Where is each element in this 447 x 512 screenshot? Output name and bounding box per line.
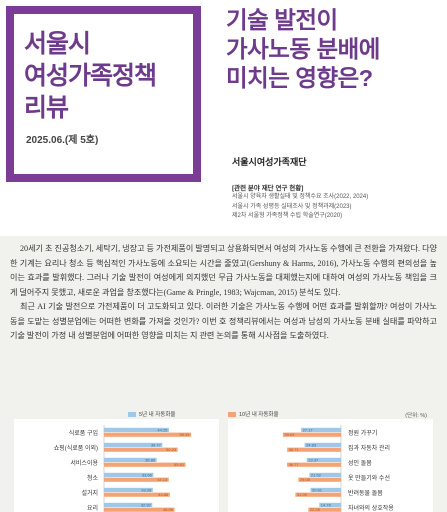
headline: 기술 발전이 가사노동 분배에 미치는 영향은? — [226, 6, 441, 93]
chart-category-label: 식료품 구입 — [69, 429, 98, 437]
chart-category-label: 반려동물 돌봄 — [348, 489, 383, 497]
chart-category-label: 설거지 — [81, 489, 98, 497]
chart-bar — [104, 442, 163, 447]
chart-category-label: 옷 만들기와 수선 — [348, 474, 390, 482]
chart-bar — [104, 447, 178, 452]
body-paragraph: 최근 AI 기술 발전으로 가전제품이 더 고도화되고 있다. 이러한 기술은 … — [10, 302, 437, 340]
chart-bar — [104, 477, 169, 482]
legend-label: 5년 내 자동화율 — [139, 412, 176, 418]
headline-line: 기술 발전이 — [226, 7, 338, 33]
chart-bar — [104, 462, 186, 467]
chart-data-label: 36.77 — [289, 462, 300, 467]
related-research-list: 서울시 양육자 생활실태 및 정책수요 조사(2022, 2024) 서울시 가… — [232, 193, 432, 222]
legend-item-ten-year: 10년 내 자동화율 — [228, 410, 279, 418]
chart-bar — [319, 502, 341, 507]
chart-bar — [308, 507, 341, 512]
chart-bar — [310, 487, 341, 492]
publication-title-line: 여성가족정책 — [24, 62, 157, 90]
chart-bar — [104, 492, 170, 497]
chart-data-label: 39.63 — [284, 432, 295, 437]
chart-bar — [287, 447, 341, 452]
chart-bar — [298, 477, 341, 482]
chart-data-label: 14.79 — [321, 502, 332, 507]
chart-bar — [304, 442, 341, 447]
chart-data-label: 31.09 — [297, 492, 308, 497]
organization-name: 서울시여성가족재단 — [232, 157, 307, 167]
chart-data-label: 32.92 — [141, 502, 152, 507]
chart-bar — [104, 427, 169, 432]
chart-data-label: 33.28 — [141, 487, 152, 492]
chart-bar — [282, 432, 341, 437]
chart-data-label: 29.08 — [300, 477, 311, 482]
related-research-item: 제2차 서울형 가족정책 수립 학술연구(2020) — [232, 213, 343, 219]
chart-bar — [306, 457, 341, 462]
chart-data-label: 27.17 — [303, 427, 314, 432]
related-research-item: 서울시 양육자 생활실태 및 정책수요 조사(2022, 2024) — [232, 194, 369, 200]
chart-unit-label: (단위: %) — [405, 413, 427, 419]
legend-swatch — [128, 412, 136, 418]
chart-category-label: 정원 가꾸기 — [348, 429, 377, 437]
chart-data-label: 44.13 — [157, 477, 168, 482]
legend-label: 10년 내 자동화율 — [239, 412, 279, 418]
publication-title: 서울시 여성가족정책 리뷰 — [24, 28, 194, 124]
content-section: 20세기 초 진공청소기, 세탁기, 냉장고 등 가전제품이 발명되고 상용화되… — [0, 236, 447, 512]
related-research-title: [관련 분야 재단 연구 현황] — [232, 185, 304, 192]
chart-bar — [104, 507, 175, 512]
headline-line: 미치는 영향은? — [226, 65, 373, 91]
chart-svg: 식료품 구입 44.25 59.34 쇼핑(식료품 이외) 39.77 50.23 서비스이… — [14, 419, 433, 512]
publication-title-line: 리뷰 — [24, 94, 69, 122]
chart-category-label: 청소 — [87, 475, 99, 482]
chart-data-label: 44.25 — [157, 427, 168, 432]
body-paragraph: 20세기 초 진공청소기, 세탁기, 냉장고 등 가전제품이 발명되고 상용화되… — [10, 244, 437, 297]
chart-bar — [287, 462, 341, 467]
chart-data-label: 20.81 — [312, 487, 323, 492]
chart-bar — [295, 492, 341, 497]
chart-data-label: 48.06 — [163, 507, 174, 512]
automation-chart: 5년 내 자동화율 10년 내 자동화율 (단위: %) 식료품 구입 44.25… — [0, 409, 447, 512]
chart-data-label: 21.52 — [311, 472, 322, 477]
chart-category-label: 쇼핑(식료품 이외) — [54, 444, 98, 452]
chart-bar — [104, 487, 153, 492]
chart-data-label: 35.86 — [145, 457, 156, 462]
publication-title-line: 서울시 — [24, 30, 91, 58]
chart-data-label: 36.71 — [289, 447, 300, 452]
chart-category-label: 자녀와의 상호작용 — [348, 504, 394, 512]
headline-line: 가사노동 분배에 — [226, 36, 380, 62]
chart-data-label: 50.23 — [166, 447, 177, 452]
legend-swatch — [228, 412, 236, 418]
related-research-item: 서울시 가족 성평등 실태조사 및 정책과제(2023) — [232, 203, 352, 210]
chart-category-label: 서비스이용 — [70, 459, 98, 467]
chart-bar — [104, 457, 157, 462]
chart-bar — [309, 472, 341, 477]
body-text: 20세기 초 진공청소기, 세탁기, 냉장고 등 가전제품이 발명되고 상용화되… — [10, 242, 437, 344]
chart-data-label: 24.83 — [306, 442, 317, 447]
chart-data-label: 55.61 — [174, 462, 185, 467]
chart-bar — [301, 427, 341, 432]
chart-bar — [104, 472, 154, 477]
chart-data-label: 33.66 — [142, 472, 153, 477]
chart-data-label: 44.86 — [158, 492, 169, 497]
chart-bar — [104, 502, 153, 507]
chart-data-label: 39.77 — [151, 442, 162, 447]
issue-number: 2025.06.(제 5호) — [26, 135, 99, 146]
chart-category-label: 집과 자동차 관리 — [348, 444, 390, 452]
chart-data-label: 23.37 — [308, 457, 319, 462]
chart-category-label: 성인 돌봄 — [348, 459, 372, 467]
chart-category-label: 요리 — [87, 504, 98, 512]
chart-data-label: 22.25 — [310, 507, 321, 512]
chart-bar — [104, 432, 192, 437]
brand-box: 서울시 여성가족정책 리뷰 2025.06.(제 5호) — [6, 6, 201, 182]
legend-item-five-year: 5년 내 자동화율 — [128, 410, 175, 418]
chart-data-label: 59.34 — [180, 432, 191, 437]
